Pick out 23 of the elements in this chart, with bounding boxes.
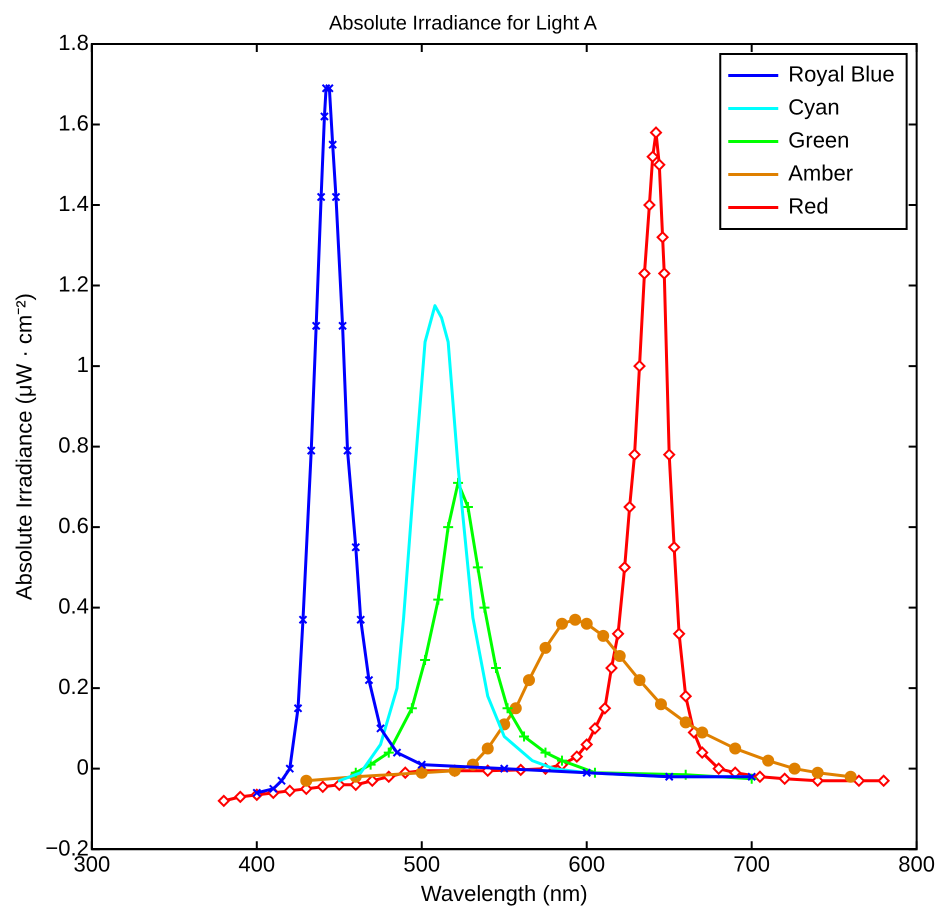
y-tick-label: 1.4 [58, 191, 89, 216]
y-tick-label: 0.2 [58, 674, 89, 700]
x-tick-label: 500 [403, 851, 440, 876]
legend-label: Cyan [788, 94, 840, 120]
y-tick-label: 0.4 [58, 594, 89, 619]
legend-label: Royal Blue [788, 62, 895, 87]
legend-label: Green [788, 128, 850, 153]
x-tick-label: 600 [568, 851, 606, 876]
y-tick-label: 1 [76, 352, 89, 378]
y-tick-label: 0 [76, 754, 89, 780]
x-tick-label: 800 [898, 851, 936, 876]
y-tick-label: 0.6 [58, 513, 89, 538]
x-tick-label: 400 [238, 851, 276, 876]
y-tick-label: 1.8 [58, 30, 89, 56]
y-tick-label: 1.6 [58, 110, 89, 136]
legend-label: Amber [788, 160, 854, 186]
y-tick-label: 1.2 [58, 272, 89, 297]
y-tick-label: 0.8 [58, 432, 89, 458]
legend-label: Red [788, 194, 829, 219]
x-tick-label: 700 [733, 851, 770, 876]
chart-title: Absolute Irradiance for Light A [329, 12, 598, 35]
y-axis-title: Absolute Irradiance (μW · cm⁻²) [11, 293, 36, 600]
x-axis-title: Wavelength (nm) [420, 880, 588, 906]
